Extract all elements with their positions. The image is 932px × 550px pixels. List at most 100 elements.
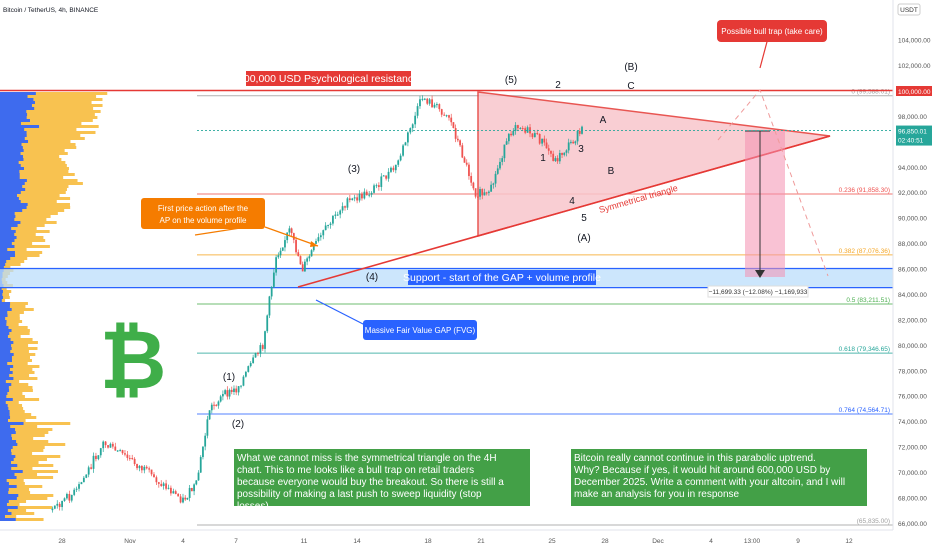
- candle-body: [157, 482, 160, 484]
- volume-bar-blue: [0, 452, 12, 455]
- candle-body: [301, 264, 304, 272]
- volume-bar-blue: [0, 437, 12, 440]
- volume-bar-blue: [0, 407, 9, 410]
- price-tick: 94,000.00: [898, 165, 927, 172]
- candle-body: [186, 497, 189, 500]
- volume-bar-blue: [0, 329, 12, 332]
- candle-body: [411, 124, 414, 129]
- volume-bar-orange: [0, 137, 85, 140]
- candle-body: [327, 225, 329, 227]
- volume-bar-blue: [0, 221, 21, 224]
- candle-body: [461, 145, 464, 158]
- wave-label: (5): [505, 75, 517, 86]
- candle-body: [563, 152, 566, 155]
- candle-body: [346, 198, 349, 208]
- chart-title: Bitcoin / TetherUS, 4h, BINANCE: [3, 7, 99, 14]
- candle-body: [177, 493, 180, 497]
- price-tick: 104,000.00: [898, 38, 931, 45]
- volume-bar-orange: [0, 518, 44, 521]
- volume-bar-blue: [0, 404, 8, 407]
- volume-bar-orange: [0, 461, 39, 464]
- volume-bar-orange: [0, 491, 31, 494]
- gap-note-line1: First price action after the: [158, 204, 249, 213]
- volume-bar-blue: [0, 125, 40, 128]
- time-tick: 25: [548, 538, 556, 545]
- candle-body: [308, 256, 311, 259]
- resistance-label-box: [246, 71, 411, 86]
- candle-body: [463, 157, 466, 163]
- left-note-box: [234, 449, 530, 506]
- volume-bar-blue: [0, 161, 19, 164]
- candle-body: [264, 331, 266, 349]
- candle-body: [140, 465, 143, 471]
- candle-body: [421, 98, 424, 100]
- volume-bar-blue: [0, 245, 15, 248]
- left-note-line: possibility of making a last push to swe…: [237, 489, 482, 500]
- candle-body: [230, 389, 233, 392]
- volume-bar-blue: [0, 326, 9, 329]
- volume-bar-orange: [0, 389, 33, 392]
- candle-body: [332, 215, 334, 224]
- volume-bar-blue: [0, 251, 15, 254]
- volume-bar-blue: [0, 143, 22, 146]
- volume-bar-blue: [0, 335, 8, 338]
- price-tick: 76,000.00: [898, 394, 927, 401]
- candle-body: [75, 488, 78, 490]
- volume-bar-orange: [0, 260, 25, 263]
- price-tick: 98,000.00: [898, 114, 927, 121]
- candle-body: [474, 188, 477, 197]
- volume-bar-blue: [0, 92, 36, 95]
- volume-bar-blue: [0, 95, 28, 98]
- volume-bar-orange: [0, 263, 21, 266]
- candle-body: [578, 131, 581, 134]
- candle-body: [572, 141, 575, 144]
- volume-bar-orange: [0, 266, 11, 269]
- volume-bar-orange: [0, 416, 37, 419]
- volume-bar-orange: [0, 476, 54, 479]
- volume-bar-blue: [0, 353, 14, 356]
- volume-bar-orange: [0, 230, 50, 233]
- candle-body: [361, 193, 363, 199]
- candle-body: [322, 230, 325, 236]
- volume-bar-orange: [0, 515, 17, 518]
- volume-bar-blue: [0, 242, 12, 245]
- fib-label: (65,835.00): [857, 518, 890, 525]
- projection-arrow-head: [755, 270, 765, 278]
- volume-bar-orange: [0, 224, 45, 227]
- candle-body: [492, 183, 495, 185]
- volume-bar-orange: [0, 215, 51, 218]
- volume-bar-blue: [0, 416, 11, 419]
- fib-label: 0.764 (74,564.71): [839, 407, 890, 414]
- volume-bar-blue: [0, 296, 4, 299]
- volume-bar-orange: [0, 344, 29, 347]
- volume-bar-orange: [0, 371, 35, 374]
- volume-bar-orange: [0, 380, 20, 383]
- volume-bar-orange: [0, 221, 57, 224]
- gap-note-box: [141, 198, 265, 229]
- candle-body: [226, 390, 229, 397]
- candle-body: [107, 445, 109, 448]
- candle-body: [104, 441, 107, 446]
- candle-body: [390, 167, 392, 172]
- wave-label: (B): [624, 62, 637, 73]
- price-tick: 78,000.00: [898, 368, 927, 375]
- volume-bar-blue: [0, 113, 28, 116]
- volume-bar-blue: [0, 443, 18, 446]
- candle-body: [574, 141, 577, 144]
- time-tick: 7: [234, 538, 238, 545]
- fib-label: 0.236 (91,858.30): [839, 187, 890, 194]
- volume-bar-blue: [0, 248, 8, 251]
- candle-body: [174, 491, 177, 494]
- volume-bar-blue: [0, 110, 27, 113]
- candle-body: [456, 138, 459, 141]
- price-tick: 84,000.00: [898, 292, 927, 299]
- volume-bar-blue: [0, 128, 25, 131]
- candle-body: [505, 141, 508, 145]
- fvg-label: Massive Fair Value GAP (FVG): [365, 326, 476, 335]
- volume-bar-blue: [0, 197, 19, 200]
- candle-body: [190, 487, 193, 492]
- candle-body: [217, 401, 220, 406]
- volume-bar-orange: [0, 200, 57, 203]
- left-note-line: What we cannot miss is the symmetrical t…: [237, 453, 497, 464]
